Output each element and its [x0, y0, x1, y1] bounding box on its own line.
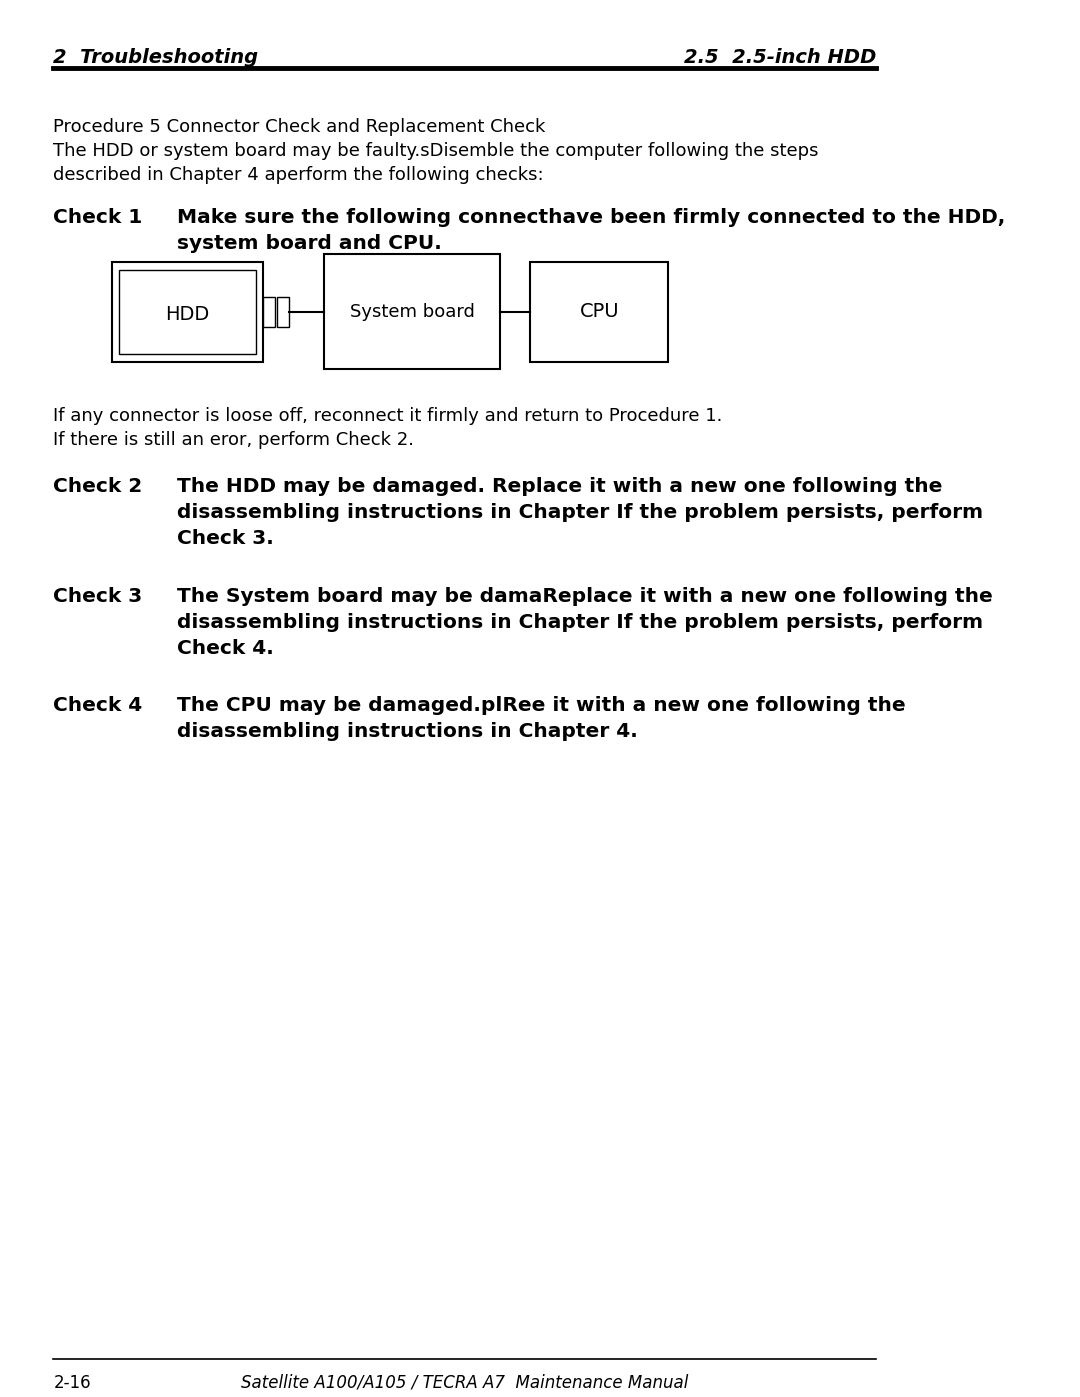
Text: System board: System board [350, 303, 474, 321]
Bar [530, 261, 669, 362]
Text: CPU: CPU [580, 302, 619, 321]
Bar [324, 254, 500, 369]
Text: The HDD may be damaged. Replace it with a new one following the: The HDD may be damaged. Replace it with … [176, 476, 942, 496]
Text: 2-16: 2-16 [53, 1375, 91, 1391]
Text: system board and CPU.: system board and CPU. [176, 233, 442, 253]
Text: 2  Troubleshooting: 2 Troubleshooting [53, 47, 258, 67]
Bar [278, 296, 289, 327]
Text: The CPU may be damaged.plRee it with a new one following the: The CPU may be damaged.plRee it with a n… [176, 697, 905, 715]
Text: 2.5  2.5-inch HDD: 2.5 2.5-inch HDD [684, 47, 877, 67]
Text: Check 3.: Check 3. [176, 528, 273, 548]
Text: If any connector is loose off, reconnect it firmly and return to Procedure 1.: If any connector is loose off, reconnect… [53, 407, 723, 425]
Text: Check 2: Check 2 [53, 476, 143, 496]
Text: The HDD or system board may be faulty.sDisemble the computer following the steps: The HDD or system board may be faulty.sD… [53, 142, 819, 159]
Text: Check 4: Check 4 [53, 697, 143, 715]
Bar [112, 261, 262, 362]
Text: described in Chapter 4 aperform the following checks:: described in Chapter 4 aperform the foll… [53, 166, 544, 184]
Text: Satellite A100/A105 / TECRA A7  Maintenance Manual: Satellite A100/A105 / TECRA A7 Maintenan… [241, 1375, 689, 1391]
Text: The System board may be damaReplace it with a new one following the: The System board may be damaReplace it w… [176, 587, 993, 605]
Text: Check 1: Check 1 [53, 208, 143, 226]
Text: Check 3: Check 3 [53, 587, 143, 605]
Text: Make sure the following connecthave been firmly connected to the HDD,: Make sure the following connecthave been… [176, 208, 1004, 226]
Text: HDD: HDD [165, 305, 210, 324]
Text: Procedure 5 Connector Check and Replacement Check: Procedure 5 Connector Check and Replacem… [53, 117, 545, 136]
Text: If there is still an eror, perform Check 2.: If there is still an eror, perform Check… [53, 430, 415, 448]
Bar [119, 270, 256, 353]
Text: Check 4.: Check 4. [176, 638, 273, 658]
Text: disassembling instructions in Chapter If the problem persists, perform: disassembling instructions in Chapter If… [176, 503, 983, 521]
Text: disassembling instructions in Chapter If the problem persists, perform: disassembling instructions in Chapter If… [176, 612, 983, 631]
Bar [262, 296, 274, 327]
Text: disassembling instructions in Chapter 4.: disassembling instructions in Chapter 4. [176, 722, 637, 742]
